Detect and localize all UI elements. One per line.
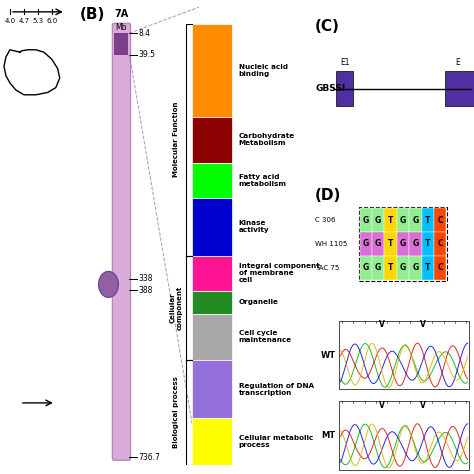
Text: TAC 75: TAC 75 xyxy=(315,265,339,271)
Text: G: G xyxy=(375,264,382,272)
Text: T: T xyxy=(388,239,393,248)
Text: 736.7: 736.7 xyxy=(138,453,160,462)
Bar xyxy=(192,163,232,198)
Text: WH 1105: WH 1105 xyxy=(315,241,347,247)
Text: WT: WT xyxy=(321,351,336,360)
Text: Cellular
component: Cellular component xyxy=(169,286,182,330)
Ellipse shape xyxy=(99,271,118,298)
Text: Fatty acid
metabolism: Fatty acid metabolism xyxy=(239,174,287,187)
Text: Nucleic acid
binding: Nucleic acid binding xyxy=(239,64,288,77)
Text: G: G xyxy=(363,216,369,225)
Text: T: T xyxy=(388,264,393,272)
Bar xyxy=(446,71,474,106)
Text: T: T xyxy=(425,216,430,225)
Text: C: C xyxy=(438,216,443,225)
Text: 388: 388 xyxy=(138,286,153,294)
Text: (C): (C) xyxy=(315,18,340,34)
Text: 4.0: 4.0 xyxy=(4,18,16,24)
Bar xyxy=(339,321,469,389)
Bar xyxy=(384,232,397,256)
Text: Organelle: Organelle xyxy=(239,299,279,305)
Text: 7A: 7A xyxy=(114,9,128,19)
Bar xyxy=(434,256,447,280)
Text: 6.0: 6.0 xyxy=(46,18,57,24)
Text: 5.3: 5.3 xyxy=(32,18,44,24)
Bar xyxy=(336,71,353,106)
Bar xyxy=(115,33,128,55)
Text: G: G xyxy=(400,239,406,248)
Bar xyxy=(372,256,384,280)
Text: V: V xyxy=(420,401,426,410)
Text: C 306: C 306 xyxy=(315,217,336,223)
Bar xyxy=(421,256,434,280)
Text: Cellular metabolic
process: Cellular metabolic process xyxy=(239,435,313,448)
Text: C: C xyxy=(438,239,443,248)
Text: Cell cycle
maintenance: Cell cycle maintenance xyxy=(239,330,292,344)
Bar xyxy=(360,232,372,256)
Text: V: V xyxy=(379,401,385,410)
Text: 4.7: 4.7 xyxy=(18,18,29,24)
Text: MT: MT xyxy=(322,431,336,440)
Bar xyxy=(434,208,447,232)
Text: G: G xyxy=(412,264,419,272)
Text: G: G xyxy=(400,216,406,225)
Text: (D): (D) xyxy=(315,188,342,203)
Bar xyxy=(360,256,372,280)
Text: E: E xyxy=(456,58,461,67)
Text: G: G xyxy=(412,239,419,248)
Bar xyxy=(384,256,397,280)
Bar xyxy=(409,232,421,256)
Bar xyxy=(372,208,384,232)
Text: G: G xyxy=(375,216,382,225)
Text: G: G xyxy=(363,264,369,272)
Text: V: V xyxy=(420,320,426,329)
Bar xyxy=(360,208,372,232)
Text: Biological process: Biological process xyxy=(173,376,179,448)
Bar xyxy=(192,24,232,117)
Bar xyxy=(192,418,232,465)
Text: G: G xyxy=(363,239,369,248)
Text: Kinase
activity: Kinase activity xyxy=(239,220,269,233)
Text: Molecular Function: Molecular Function xyxy=(173,102,179,177)
Bar xyxy=(339,401,469,470)
Bar xyxy=(192,314,232,360)
Text: Integral component
of membrane
cell: Integral component of membrane cell xyxy=(239,263,319,283)
Bar xyxy=(192,291,232,314)
Text: 338: 338 xyxy=(138,274,153,283)
Text: (B): (B) xyxy=(80,7,105,22)
Bar xyxy=(372,232,384,256)
Bar xyxy=(434,232,447,256)
Text: T: T xyxy=(425,239,430,248)
Bar xyxy=(192,117,232,163)
Text: Carbohydrate
Metabolism: Carbohydrate Metabolism xyxy=(239,133,295,146)
Text: 39.5: 39.5 xyxy=(138,50,155,59)
Bar xyxy=(409,208,421,232)
Bar xyxy=(397,256,409,280)
Bar xyxy=(397,232,409,256)
Bar xyxy=(192,360,232,418)
Text: T: T xyxy=(425,264,430,272)
Text: E1: E1 xyxy=(340,58,349,67)
Text: C: C xyxy=(438,264,443,272)
Text: Mb: Mb xyxy=(116,23,127,32)
Text: G: G xyxy=(412,216,419,225)
Text: V: V xyxy=(379,320,385,329)
Text: 8.4: 8.4 xyxy=(138,29,150,37)
FancyBboxPatch shape xyxy=(112,23,131,460)
Bar xyxy=(397,208,409,232)
Bar xyxy=(409,256,421,280)
Text: T: T xyxy=(388,216,393,225)
Text: G: G xyxy=(400,264,406,272)
Bar xyxy=(192,255,232,291)
Bar xyxy=(192,198,232,255)
Text: Regulation of DNA
transcription: Regulation of DNA transcription xyxy=(239,383,314,396)
Bar xyxy=(421,208,434,232)
Bar xyxy=(384,208,397,232)
Text: G: G xyxy=(375,239,382,248)
Bar xyxy=(421,232,434,256)
Text: GBSSI: GBSSI xyxy=(315,84,346,93)
